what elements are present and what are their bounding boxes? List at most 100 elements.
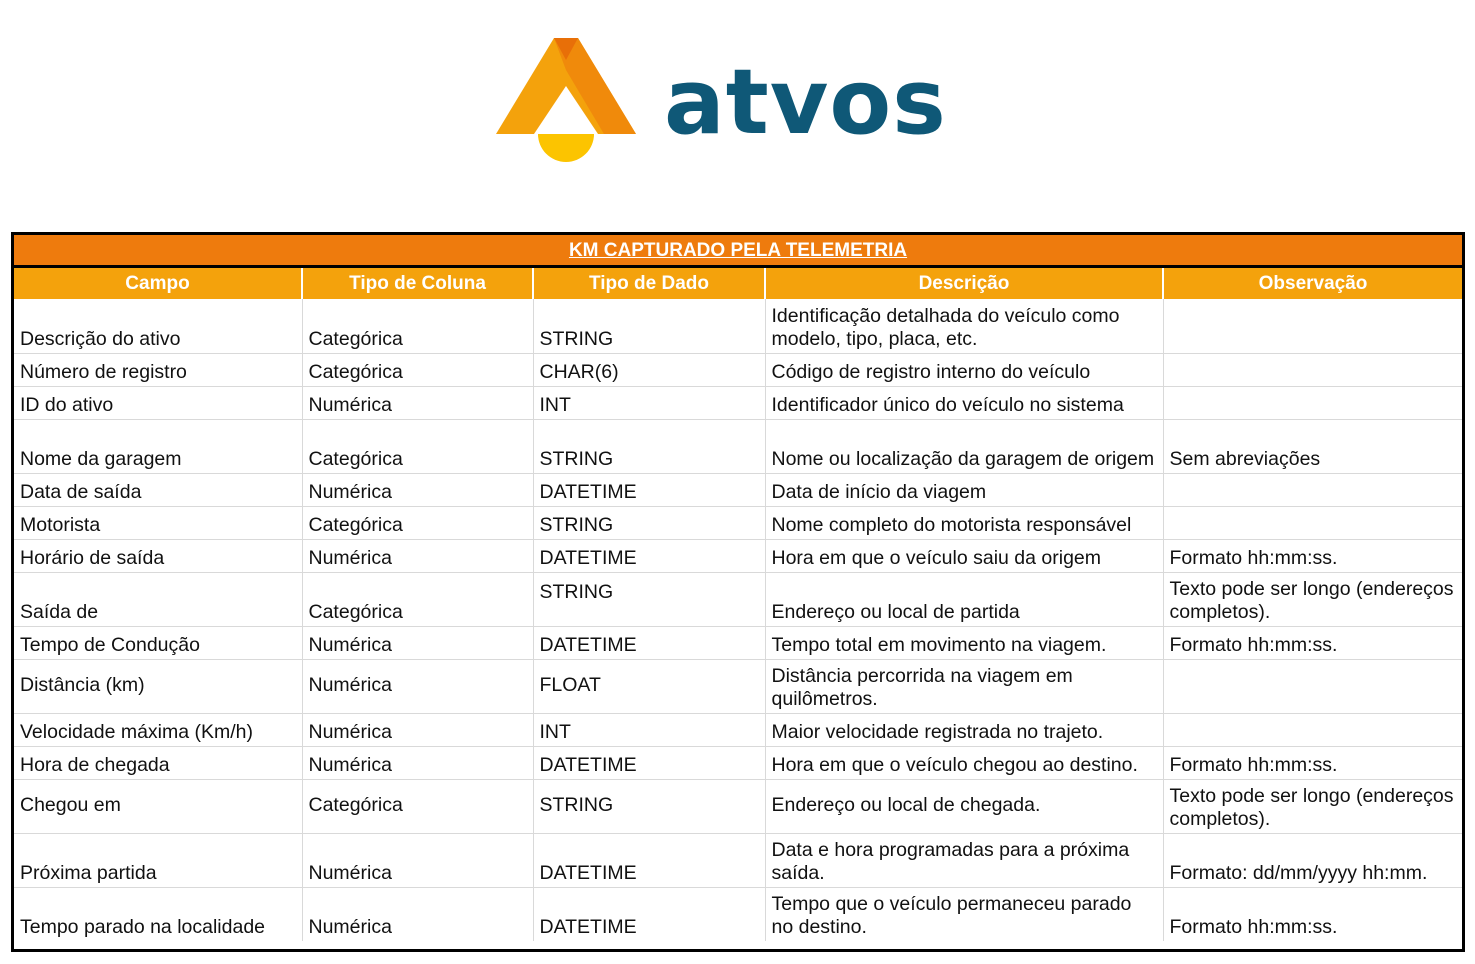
telemetry-table-container: KM CAPTURADO PELA TELEMETRIA Campo Tipo … <box>11 232 1465 952</box>
column-header-tipo-dado: Tipo de Dado <box>532 266 765 299</box>
atvos-logo: atvos <box>494 36 964 166</box>
table-row: Descrição do ativo Categórica STRING Ide… <box>14 299 1463 354</box>
cell-tipo-coluna: Numérica <box>301 887 533 941</box>
cell-tipo-coluna: Categórica <box>301 419 533 474</box>
table-row: Tempo de Condução Numérica DATETIME Temp… <box>14 626 1463 660</box>
cell-tipo-dado: DATETIME <box>532 473 765 507</box>
cell-observacao <box>1162 386 1463 420</box>
cell-campo: Tempo de Condução <box>14 626 302 660</box>
cell-tipo-dado: DATETIME <box>532 539 765 573</box>
cell-campo: Descrição do ativo <box>14 299 302 354</box>
cell-campo: Distância (km) <box>14 659 302 714</box>
cell-tipo-coluna: Numérica <box>301 713 533 747</box>
cell-descricao: Identificador único do veículo no sistem… <box>764 386 1163 420</box>
cell-descricao: Tempo total em movimento na viagem. <box>764 626 1163 660</box>
cell-descricao: Data e hora programadas para a próxima s… <box>764 833 1163 888</box>
cell-campo: Nome da garagem <box>14 419 302 474</box>
cell-descricao: Hora em que o veículo saiu da origem <box>764 539 1163 573</box>
table-row: ID do ativo Numérica INT Identificador ú… <box>14 386 1463 420</box>
table-row: Velocidade máxima (Km/h) Numérica INT Ma… <box>14 713 1463 747</box>
cell-tipo-dado: DATETIME <box>532 626 765 660</box>
cell-tipo-coluna: Categórica <box>301 353 533 387</box>
cell-descricao: Endereço ou local de partida <box>764 572 1163 627</box>
cell-tipo-dado: INT <box>532 386 765 420</box>
table-row: Próxima partida Numérica DATETIME Data e… <box>14 833 1463 888</box>
cell-tipo-dado: FLOAT <box>532 659 765 714</box>
table-row: Distância (km) Numérica FLOAT Distância … <box>14 659 1463 714</box>
cell-campo: Saída de <box>14 572 302 627</box>
column-header-observacao: Observação <box>1161 266 1463 299</box>
cell-campo: Data de saída <box>14 473 302 507</box>
cell-tipo-coluna: Numérica <box>301 659 533 714</box>
logo-wordmark: atvos <box>664 50 947 155</box>
cell-tipo-dado: STRING <box>532 506 765 540</box>
cell-campo: Chegou em <box>14 779 302 834</box>
cell-descricao: Endereço ou local de chegada. <box>764 779 1163 834</box>
cell-descricao: Data de início da viagem <box>764 473 1163 507</box>
table-row: Horário de saída Numérica DATETIME Hora … <box>14 539 1463 573</box>
cell-observacao: Texto pode ser longo (endereços completo… <box>1162 572 1463 627</box>
cell-observacao: Formato hh:mm:ss. <box>1162 887 1463 941</box>
cell-tipo-dado: STRING <box>532 299 765 354</box>
table-row: Chegou em Categórica STRING Endereço ou … <box>14 779 1463 834</box>
cell-observacao: Texto pode ser longo (endereços completo… <box>1162 779 1463 834</box>
table-row: Tempo parado na localidade Numérica DATE… <box>14 887 1463 941</box>
atvos-logo-icon <box>496 38 636 162</box>
cell-tipo-dado: INT <box>532 713 765 747</box>
table-row: Hora de chegada Numérica DATETIME Hora e… <box>14 746 1463 780</box>
cell-observacao <box>1162 659 1463 714</box>
cell-descricao: Identificação detalhada do veículo como … <box>764 299 1163 354</box>
column-header-descricao: Descrição <box>764 266 1163 299</box>
cell-tipo-coluna: Categórica <box>301 572 533 627</box>
cell-campo: Motorista <box>14 506 302 540</box>
cell-tipo-coluna: Numérica <box>301 833 533 888</box>
cell-descricao: Código de registro interno do veículo <box>764 353 1163 387</box>
cell-tipo-dado: STRING <box>532 572 765 627</box>
cell-campo: Próxima partida <box>14 833 302 888</box>
cell-campo: Horário de saída <box>14 539 302 573</box>
table-title-row: KM CAPTURADO PELA TELEMETRIA <box>14 235 1463 268</box>
cell-tipo-coluna: Numérica <box>301 386 533 420</box>
cell-descricao: Hora em que o veículo chegou ao destino. <box>764 746 1163 780</box>
cell-tipo-coluna: Numérica <box>301 746 533 780</box>
cell-observacao: Formato hh:mm:ss. <box>1162 746 1463 780</box>
cell-campo: Tempo parado na localidade <box>20 916 266 938</box>
cell-observacao: Formato hh:mm:ss. <box>1162 626 1463 660</box>
cell-tipo-dado: STRING <box>532 419 765 474</box>
cell-observacao <box>1162 473 1463 507</box>
cell-observacao: Formato hh:mm:ss. <box>1162 539 1463 573</box>
table-row: Número de registro Categórica CHAR(6) Có… <box>14 353 1463 387</box>
table-row: Saída de Categórica STRING Endereço ou l… <box>14 572 1463 627</box>
cell-tipo-dado: CHAR(6) <box>532 353 765 387</box>
cell-observacao: Sem abreviações <box>1162 419 1463 474</box>
telemetry-table: KM CAPTURADO PELA TELEMETRIA Campo Tipo … <box>14 235 1463 941</box>
cell-observacao <box>1162 353 1463 387</box>
cell-campo: Número de registro <box>14 353 302 387</box>
table-row: Data de saída Numérica DATETIME Data de … <box>14 473 1463 507</box>
cell-observacao <box>1162 299 1463 354</box>
cell-descricao: Distância percorrida na viagem em quilôm… <box>764 659 1163 714</box>
cell-campo: ID do ativo <box>14 386 302 420</box>
column-header-campo: Campo <box>14 266 302 299</box>
table-row: Nome da garagem Categórica STRING Nome o… <box>14 419 1463 474</box>
table-title: KM CAPTURADO PELA TELEMETRIA <box>14 235 1463 268</box>
cell-campo: Hora de chegada <box>14 746 302 780</box>
column-header-tipo-coluna: Tipo de Coluna <box>301 266 533 299</box>
cell-tipo-coluna: Numérica <box>301 626 533 660</box>
cell-descricao: Maior velocidade registrada no trajeto. <box>764 713 1163 747</box>
cell-tipo-coluna: Numérica <box>301 539 533 573</box>
cell-tipo-coluna: Categórica <box>301 299 533 354</box>
cell-descricao: Tempo que o veículo permaneceu parado no… <box>764 887 1163 941</box>
cell-tipo-dado: STRING <box>532 779 765 834</box>
cell-descricao: Nome ou localização da garagem de origem <box>764 419 1163 474</box>
cell-tipo-dado: DATETIME <box>532 833 765 888</box>
cell-tipo-dado: DATETIME <box>532 746 765 780</box>
cell-tipo-coluna: Numérica <box>301 473 533 507</box>
cell-tipo-dado: DATETIME <box>532 887 765 941</box>
table-row: Motorista Categórica STRING Nome complet… <box>14 506 1463 540</box>
cell-observacao: Formato: dd/mm/yyyy hh:mm. <box>1162 833 1463 888</box>
cell-observacao <box>1162 506 1463 540</box>
cell-descricao: Nome completo do motorista responsável <box>764 506 1163 540</box>
cell-tipo-coluna: Categórica <box>301 506 533 540</box>
cell-campo: Velocidade máxima (Km/h) <box>14 713 302 747</box>
